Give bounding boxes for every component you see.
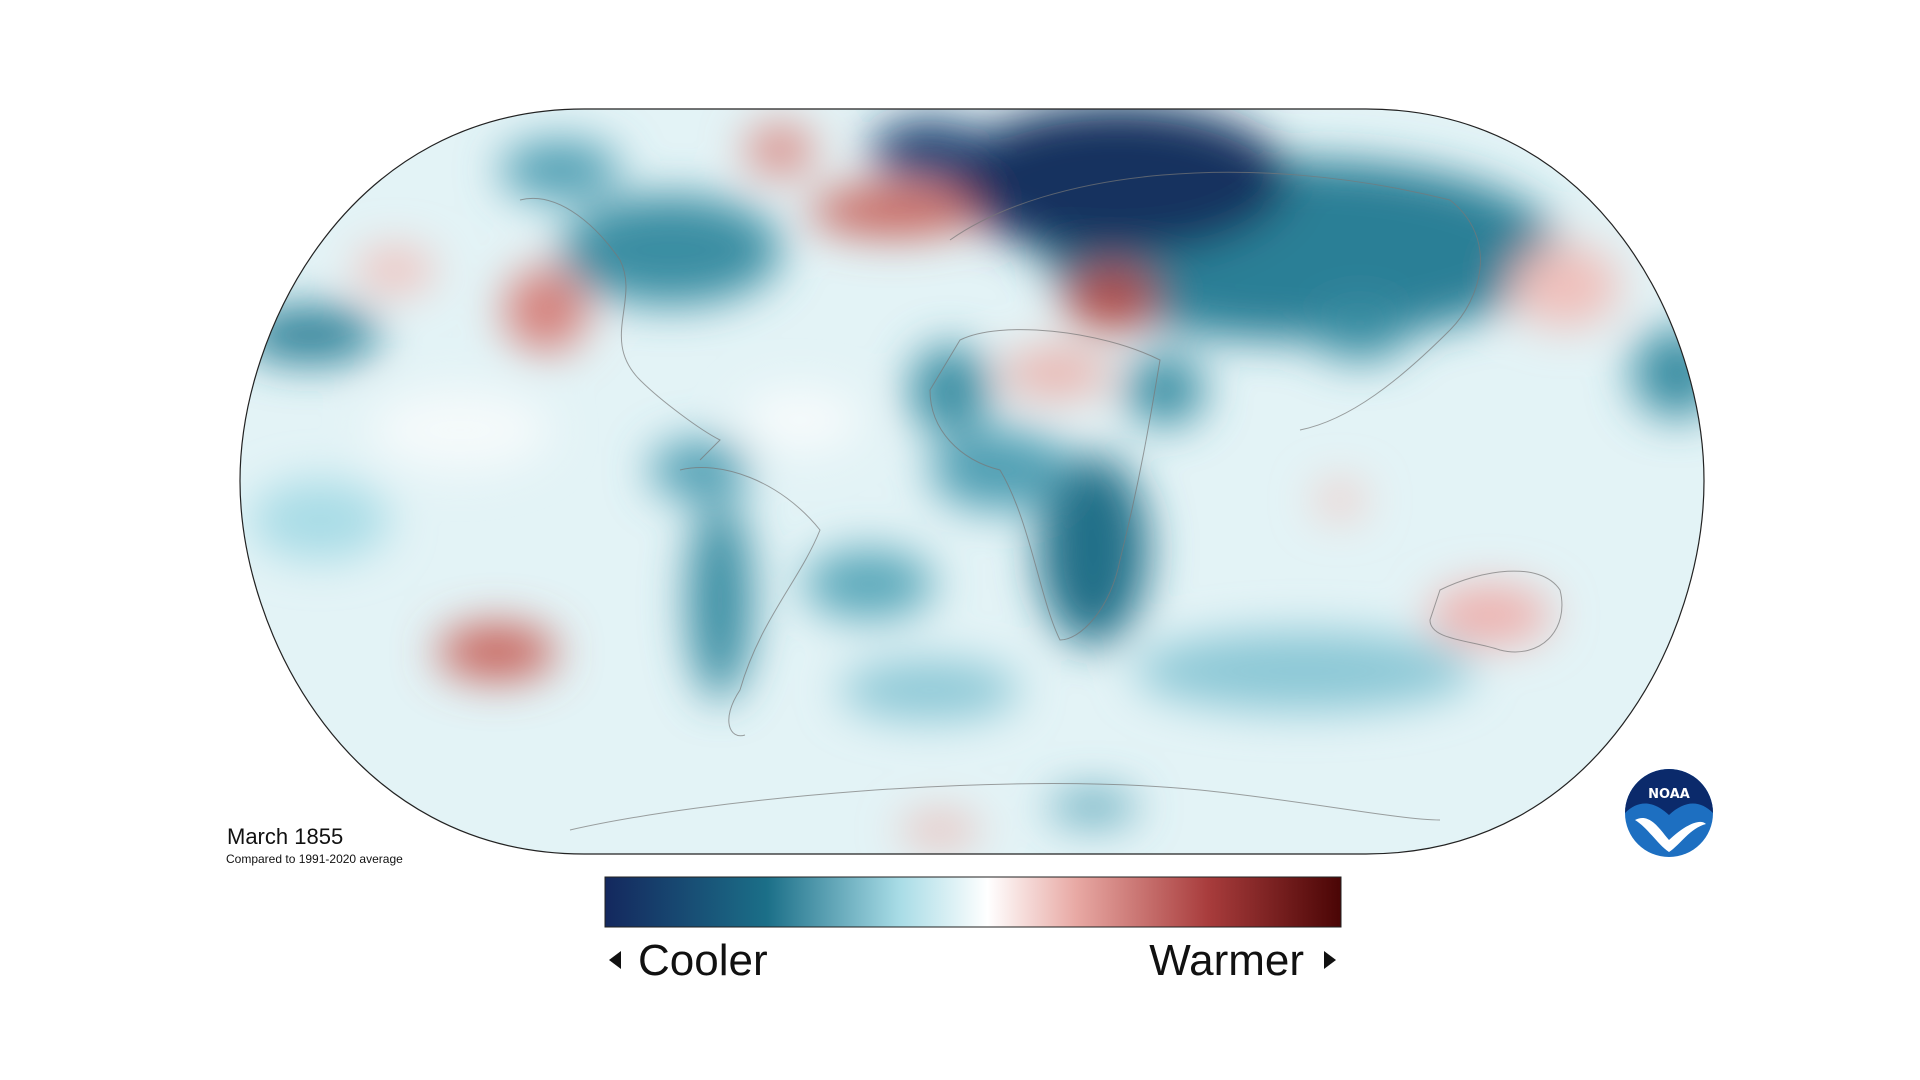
logo-top	[1625, 769, 1713, 815]
anomaly-field	[240, 109, 1704, 854]
blob	[1428, 585, 1552, 645]
blob	[500, 140, 620, 200]
blob	[745, 125, 815, 175]
blob	[370, 390, 550, 470]
blob	[1001, 348, 1111, 398]
blob	[840, 660, 1020, 720]
logo-bird	[1635, 818, 1706, 852]
blob	[504, 268, 588, 352]
blob	[900, 816, 980, 844]
blob	[910, 345, 990, 435]
blob	[1510, 244, 1620, 328]
blob	[561, 195, 781, 305]
coastline	[569, 783, 1441, 831]
blob	[1310, 300, 1410, 360]
blob	[870, 120, 990, 180]
blob	[355, 248, 435, 292]
blob	[1064, 266, 1160, 330]
warmer-label: Warmer	[1149, 936, 1304, 985]
coastline	[949, 171, 1481, 431]
noaa-logo: NOAA	[1625, 769, 1713, 857]
blob	[1632, 328, 1704, 418]
blob	[1048, 792, 1138, 822]
map-title: March 1855	[227, 824, 343, 849]
cooler-label: Cooler	[638, 936, 768, 985]
anomaly-blobs	[240, 109, 1704, 844]
colorbar	[604, 876, 1342, 928]
logo-text: NOAA	[1648, 787, 1690, 802]
blob	[1134, 631, 1474, 711]
blob	[240, 307, 380, 363]
coastlines	[519, 171, 1563, 831]
map-outline	[239, 108, 1705, 855]
blob	[1038, 455, 1148, 645]
cooler-arrow	[609, 951, 621, 969]
coastline	[929, 329, 1161, 641]
warmer-arrow	[1324, 951, 1336, 969]
blob	[804, 549, 934, 619]
blob	[1125, 355, 1205, 425]
blob	[437, 624, 557, 680]
blob	[250, 480, 390, 560]
blob	[650, 440, 750, 500]
coastline	[519, 198, 721, 461]
blob	[1315, 482, 1365, 518]
coastline	[1429, 570, 1563, 653]
blob	[809, 186, 979, 236]
blob	[688, 500, 752, 700]
blob	[740, 390, 860, 450]
map-subtitle: Compared to 1991-2020 average	[226, 852, 403, 866]
coastline	[679, 467, 821, 737]
